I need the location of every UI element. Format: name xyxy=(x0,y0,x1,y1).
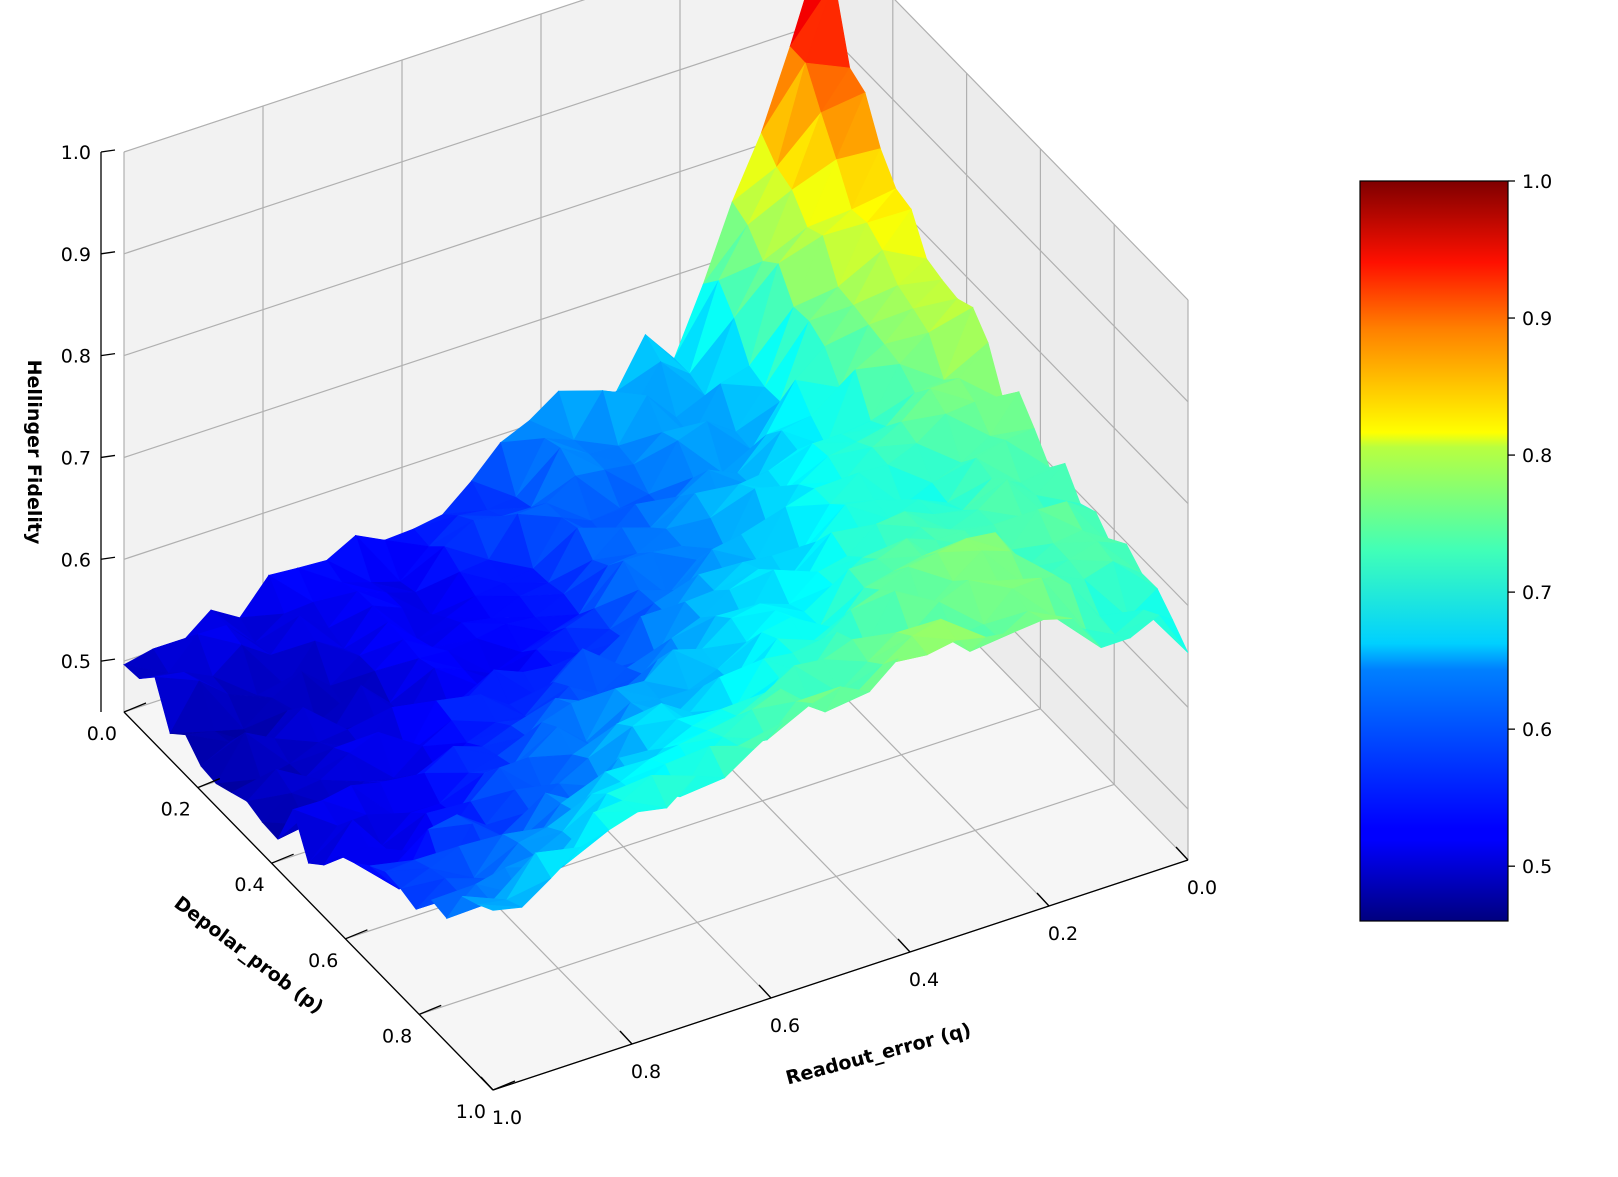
colorbar-tick-label: 0.8 xyxy=(1522,445,1552,467)
y-tick-mark xyxy=(345,929,368,940)
x-tick-label: 0.2 xyxy=(1048,923,1078,945)
y-axis-label: Depolar_prob (p) xyxy=(170,892,328,1018)
wall-grid-z xyxy=(123,0,1189,301)
z-tick-mark xyxy=(100,352,116,357)
colorbar-tick-label: 0.6 xyxy=(1522,719,1552,741)
x-tick-label: 0.8 xyxy=(631,1061,661,1083)
x-tick-mark xyxy=(758,984,772,999)
x-tick-mark xyxy=(1175,846,1189,861)
tick-labels: 0.5 0.6 0.7 0.8 0.9 1.0 0.0 0.2 0.4 0.6 0.8 1.0 0.0 0… xyxy=(61,142,1217,1129)
z-tick-mark xyxy=(100,454,116,459)
z-tick-mark xyxy=(100,556,116,560)
colorbar: 0.5 0.6 0.7 0.8 0.9 1.0 xyxy=(1359,171,1552,922)
colorbar-tick-label: 1.0 xyxy=(1522,171,1552,193)
x-tick-mark xyxy=(897,938,911,953)
x-tick-label: 0.6 xyxy=(770,1015,800,1037)
y-tick-label: 0.6 xyxy=(308,950,338,972)
x-axis-label: Readout_error (q) xyxy=(783,1019,973,1090)
y-tick-label: 0.2 xyxy=(161,799,191,821)
z-tick-mark xyxy=(100,658,116,662)
y-tick-label: 0.0 xyxy=(87,723,117,745)
fidelity-surface xyxy=(123,0,1189,920)
x-axis-line xyxy=(492,859,1189,1091)
x-tick-label: 0.4 xyxy=(909,969,939,991)
z-tick-label: 0.8 xyxy=(61,346,91,368)
x-tick-label: 0.0 xyxy=(1187,877,1217,899)
z-tick-label: 0.9 xyxy=(61,244,91,266)
z-tick-label: 0.7 xyxy=(61,447,91,469)
x-tick-label: 1.0 xyxy=(492,1107,522,1129)
z-tick-label: 0.6 xyxy=(61,549,91,571)
z-tick-mark xyxy=(100,149,116,153)
colorbar-tick-label: 0.5 xyxy=(1522,856,1552,878)
z-tick-mark xyxy=(100,251,116,255)
y-tick-label: 0.4 xyxy=(234,874,264,896)
surface-facet xyxy=(477,904,523,911)
x-tick-mark xyxy=(1036,892,1050,907)
floor-grid-p xyxy=(419,783,1115,1015)
y-tick-label: 1.0 xyxy=(456,1101,486,1123)
x-tick-mark xyxy=(480,1076,494,1091)
y-tick-mark xyxy=(197,777,221,789)
z-axis-label: Hellinger Fidelity xyxy=(23,360,45,545)
colorbar-tick-label: 0.7 xyxy=(1522,582,1552,604)
y-tick-label: 0.8 xyxy=(382,1025,412,1047)
y-tick-mark xyxy=(492,1080,516,1091)
x-tick-mark xyxy=(619,1030,633,1045)
colorbar-gradient xyxy=(1359,180,1509,922)
z-tick-label: 1.0 xyxy=(61,142,91,164)
y-axis-line xyxy=(123,711,494,1091)
z-tick-label: 0.5 xyxy=(61,651,91,673)
y-tick-mark xyxy=(271,853,294,864)
colorbar-tick-label: 0.9 xyxy=(1522,308,1552,330)
y-tick-mark xyxy=(418,1004,442,1016)
y-tick-mark xyxy=(123,702,147,713)
axes xyxy=(100,152,1189,1091)
